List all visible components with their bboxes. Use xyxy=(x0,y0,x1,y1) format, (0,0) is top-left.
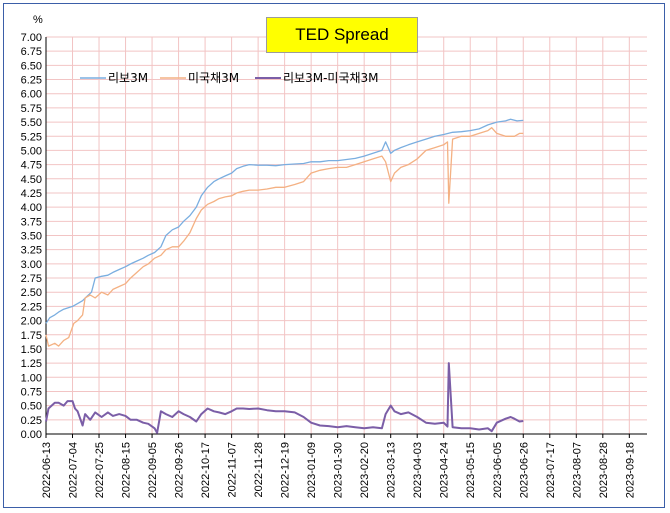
x-tick-label: 2023-05-15 xyxy=(465,442,477,498)
y-tick-label: 0.75 xyxy=(21,386,42,398)
y-tick-label: 6.25 xyxy=(21,75,42,87)
y-tick-label: 6.75 xyxy=(21,46,42,58)
y-tick-label: 5.25 xyxy=(21,131,42,143)
axes: 0.00 0.25 0.50 0.75 1.00 1.25 1.50 1.75 2.00 2.25… xyxy=(21,32,647,498)
x-tick-label: 2023-06-05 xyxy=(492,442,504,498)
y-tick-label: 4.50 xyxy=(21,174,42,186)
legend-label: 미국채3M xyxy=(188,71,239,85)
y-tick-label: 0.50 xyxy=(21,401,42,413)
y-tick-label: 1.50 xyxy=(21,344,42,356)
x-tick-label: 2023-06-26 xyxy=(518,442,530,498)
legend-label: 리보3M xyxy=(108,71,148,85)
x-tick-label: 2023-03-13 xyxy=(386,442,398,498)
y-tick-label: 3.25 xyxy=(21,245,42,257)
y-tick-label: 4.00 xyxy=(21,202,42,214)
y-tick-label: 1.00 xyxy=(21,372,42,384)
series-line-1 xyxy=(45,118,524,324)
legend-label: 리보3M-미국채3M xyxy=(283,71,379,85)
x-tick-label: 2023-07-17 xyxy=(545,442,557,498)
y-tick-label: 1.25 xyxy=(21,358,42,370)
y-tick-label: 7.00 xyxy=(21,32,42,44)
chart-title-box: TED Spread xyxy=(266,17,418,53)
y-tick-label: 6.00 xyxy=(21,89,42,101)
x-tick-label: 2022-07-25 xyxy=(94,442,106,498)
x-tick-label: 2022-07-04 xyxy=(68,442,80,498)
x-tick-label: 2023-09-18 xyxy=(624,442,636,498)
y-axis-unit-label: % xyxy=(33,14,43,26)
x-tick-label: 2023-08-28 xyxy=(598,442,610,498)
x-tick-label: 2023-04-24 xyxy=(439,442,451,498)
y-tick-label: 4.25 xyxy=(21,188,42,200)
x-tick-label: 2023-02-20 xyxy=(359,442,371,498)
series-lines xyxy=(45,118,524,434)
y-tick-label: 4.75 xyxy=(21,160,42,172)
y-tick-label: 3.75 xyxy=(21,216,42,228)
x-tick-label: 2022-12-19 xyxy=(280,442,292,498)
y-tick-label: 1.75 xyxy=(21,330,42,342)
series-line-2 xyxy=(45,127,524,347)
x-tick-label: 2022-06-13 xyxy=(41,442,53,498)
y-tick-label: 6.50 xyxy=(21,60,42,72)
x-tick-label: 2023-01-09 xyxy=(306,442,318,498)
x-tick-label: 2023-01-30 xyxy=(333,442,345,498)
y-tick-label: 5.75 xyxy=(21,103,42,115)
y-tick-label: 3.50 xyxy=(21,231,42,243)
x-tick-label: 2022-09-05 xyxy=(147,442,159,498)
x-tick-label: 2022-10-17 xyxy=(200,442,212,498)
y-tick-label: 2.50 xyxy=(21,287,42,299)
y-tick-label: 2.75 xyxy=(21,273,42,285)
y-tick-label: 0.25 xyxy=(21,415,42,427)
y-tick-label: 3.00 xyxy=(21,259,42,271)
x-tick-label: 2022-11-07 xyxy=(227,442,239,497)
series-line-3 xyxy=(45,362,524,434)
y-tick-label: 2.25 xyxy=(21,301,42,313)
chart-frame xyxy=(3,3,665,508)
legend: 리보3M 미국채3M 리보3M-미국채3M xyxy=(80,71,379,85)
x-tick-label: 2022-08-15 xyxy=(121,442,133,498)
x-tick-label: 2023-04-03 xyxy=(412,442,424,498)
y-tick-label: 5.00 xyxy=(21,145,42,157)
x-tick-label: 2022-11-28 xyxy=(253,442,265,497)
y-tick-label: 2.00 xyxy=(21,316,42,328)
y-tick-label: 0.00 xyxy=(21,429,42,441)
grid-lines xyxy=(45,36,647,435)
chart-title: TED Spread xyxy=(295,25,389,44)
x-tick-label: 2023-08-07 xyxy=(571,442,583,498)
y-tick-label: 5.50 xyxy=(21,117,42,129)
x-tick-label: 2022-09-26 xyxy=(174,442,186,498)
